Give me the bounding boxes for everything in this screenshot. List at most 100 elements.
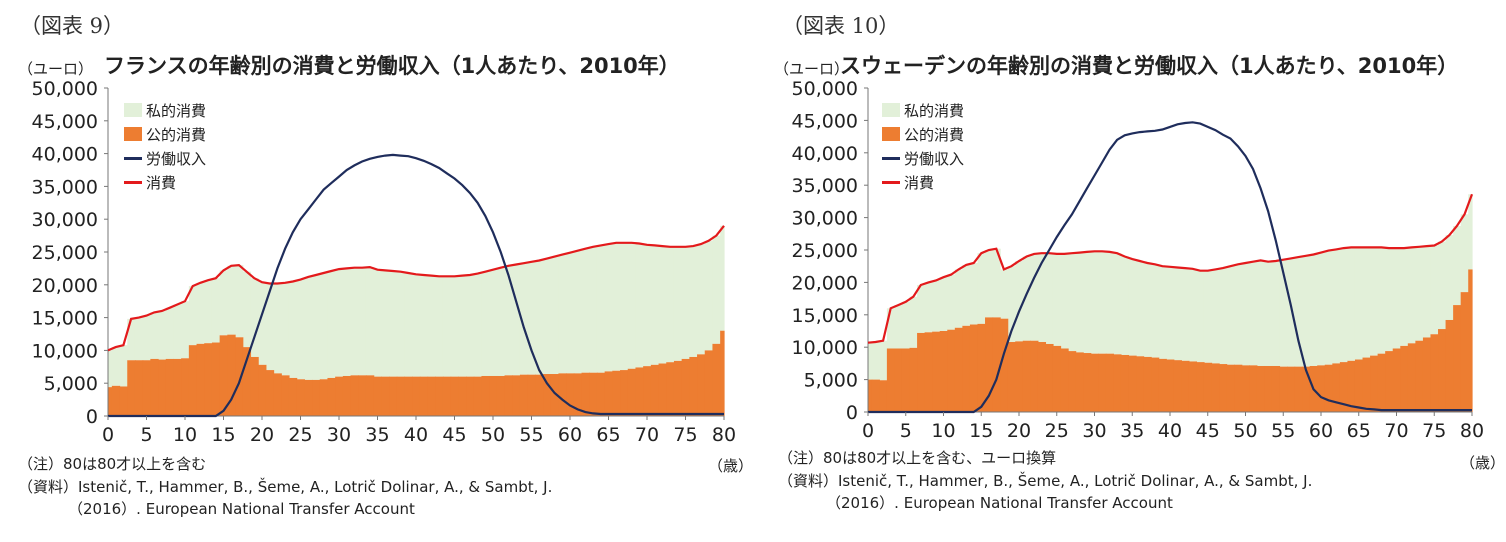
public-consumption-bar bbox=[697, 354, 706, 416]
y-tick-label: 10,000 bbox=[792, 337, 858, 359]
private-consumption-bar bbox=[1377, 247, 1386, 354]
public-consumption-bar bbox=[627, 368, 637, 416]
legend-label: 消費 bbox=[146, 173, 177, 192]
public-consumption-bar bbox=[288, 377, 298, 416]
y-tick-label: 25,000 bbox=[792, 240, 858, 262]
consumption-line bbox=[107, 225, 725, 352]
public-consumption-bar bbox=[1030, 340, 1039, 412]
legend-label: 公的消費 bbox=[146, 125, 207, 144]
private-consumption-bar bbox=[1166, 266, 1175, 360]
public-consumption-bar bbox=[1022, 340, 1031, 412]
private-consumption-bar bbox=[196, 282, 205, 344]
figure-label: （図表 10） bbox=[782, 14, 900, 38]
public-consumption-bar bbox=[658, 363, 667, 416]
public-consumption-bar bbox=[947, 329, 956, 412]
public-consumption-bar bbox=[1422, 337, 1432, 412]
public-consumption-bar bbox=[389, 376, 398, 416]
private-consumption-bar bbox=[242, 271, 252, 348]
public-consumption-bar bbox=[1151, 357, 1160, 412]
chart-title: スウェーデンの年齢別の消費と労働収入（1人あたり、2010年） bbox=[840, 54, 1459, 78]
public-consumption-bar bbox=[1007, 342, 1016, 412]
public-consumption-bar bbox=[1068, 351, 1077, 412]
public-consumption-series bbox=[868, 269, 1473, 412]
source-line-2: （2016）. European National Transfer Accou… bbox=[826, 494, 1173, 512]
y-tick-label: 0 bbox=[846, 402, 858, 424]
public-consumption-bar bbox=[1339, 362, 1349, 412]
private-consumption-bar bbox=[1400, 248, 1409, 346]
private-consumption-bar bbox=[550, 256, 560, 375]
public-consumption-bar bbox=[1234, 364, 1243, 412]
chart-title: フランスの年齢別の消費と労働収入（1人あたり、2010年） bbox=[104, 54, 680, 78]
public-consumption-bar bbox=[527, 374, 536, 416]
private-consumption-bar bbox=[1196, 270, 1205, 363]
private-consumption-bar bbox=[419, 274, 429, 377]
public-consumption-bar bbox=[466, 376, 475, 416]
private-consumption-bar bbox=[312, 274, 321, 380]
public-consumption-bar bbox=[134, 360, 144, 416]
public-consumption-bar bbox=[188, 345, 198, 416]
public-consumption-bar bbox=[901, 348, 911, 412]
private-consumption-bar bbox=[412, 274, 421, 377]
public-consumption-bar bbox=[879, 380, 888, 412]
private-consumption-bar bbox=[932, 280, 941, 332]
public-consumption-bar bbox=[1445, 319, 1454, 412]
public-consumption-bar bbox=[962, 325, 971, 412]
private-consumption-bar bbox=[1173, 267, 1182, 361]
public-consumption-bar bbox=[917, 332, 926, 412]
legend-item-private: 私的消費 bbox=[882, 98, 964, 122]
public-consumption-bar bbox=[381, 376, 390, 416]
private-consumption-bar bbox=[1249, 261, 1258, 366]
legend-swatch bbox=[124, 127, 142, 141]
private-consumption-bar bbox=[1302, 255, 1311, 367]
public-consumption-bar bbox=[704, 350, 714, 416]
private-consumption-bar bbox=[204, 280, 213, 344]
private-consumption-bar bbox=[527, 261, 536, 375]
y-tick-label: 30,000 bbox=[792, 208, 858, 230]
public-consumption-bar bbox=[250, 356, 259, 416]
private-consumption-bar bbox=[127, 318, 136, 361]
public-consumption-bar bbox=[1249, 365, 1258, 412]
private-consumption-bar bbox=[165, 307, 175, 359]
private-consumption-bar bbox=[954, 269, 963, 328]
private-consumption-bar bbox=[404, 272, 413, 377]
private-consumption-bar bbox=[1136, 261, 1145, 357]
public-consumption-bar bbox=[954, 327, 963, 412]
public-consumption-bar bbox=[396, 376, 406, 416]
public-consumption-bar bbox=[435, 376, 444, 416]
private-consumption-bar bbox=[1415, 246, 1424, 341]
public-consumption-bar bbox=[1203, 362, 1213, 412]
private-consumption-bar bbox=[396, 271, 406, 377]
private-consumption-bar bbox=[1060, 253, 1069, 349]
private-consumption-bar bbox=[1309, 254, 1318, 366]
public-consumption-bar bbox=[1377, 353, 1386, 412]
public-consumption-bar bbox=[204, 343, 213, 416]
private-consumption-bar bbox=[188, 286, 198, 346]
source-line: （資料）Istenič, T., Hammer, B., Šeme, A., L… bbox=[18, 478, 553, 496]
public-consumption-bar bbox=[1015, 341, 1024, 412]
x-tick-label: 55 bbox=[519, 424, 543, 446]
private-consumption-bar bbox=[304, 276, 313, 380]
public-consumption-bar bbox=[481, 375, 490, 416]
private-consumption-bar bbox=[389, 271, 398, 377]
private-consumption-bar bbox=[381, 270, 390, 377]
legend-item-private: 私的消費 bbox=[124, 98, 206, 122]
public-consumption-bar bbox=[589, 372, 598, 416]
private-consumption-bar bbox=[1370, 247, 1379, 356]
x-tick-label: 45 bbox=[442, 424, 466, 446]
private-consumption-bar bbox=[219, 270, 228, 336]
private-consumption-bar bbox=[1022, 256, 1031, 341]
public-consumption-bar bbox=[566, 373, 575, 416]
public-consumption-bar bbox=[909, 347, 918, 412]
public-consumption-bar bbox=[1113, 354, 1122, 412]
private-consumption-bar bbox=[712, 235, 721, 344]
private-consumption-bar bbox=[1279, 259, 1288, 367]
chart-panel-france: 0 5,000 10,000 15,000 20,000 25,000 30,000 35,0… bbox=[18, 14, 753, 518]
public-consumption-bar bbox=[1037, 342, 1047, 412]
public-consumption-bar bbox=[108, 387, 113, 416]
private-consumption-bar bbox=[1241, 262, 1250, 366]
private-consumption-bar bbox=[250, 278, 259, 357]
public-consumption-bar bbox=[489, 375, 498, 416]
private-consumption-bar bbox=[1407, 247, 1416, 344]
public-consumption-bar bbox=[304, 379, 313, 416]
private-consumption-bar bbox=[435, 276, 444, 377]
